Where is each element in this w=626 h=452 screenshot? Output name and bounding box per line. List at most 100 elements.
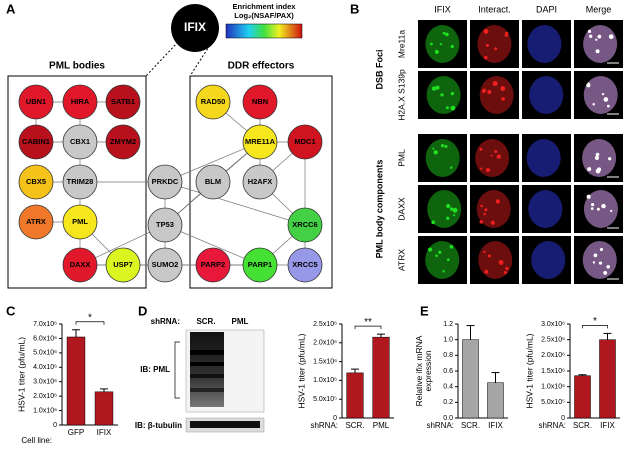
node-label: SUMO2 [152, 260, 179, 269]
y-tick-label: 1.2 [443, 321, 453, 328]
focus [484, 55, 488, 60]
focus [494, 149, 498, 154]
focus [500, 86, 506, 91]
focus [590, 203, 595, 207]
group-title: DDR effectors [228, 61, 295, 72]
focus [599, 247, 604, 252]
blot-band [190, 362, 224, 366]
y-tick-label: 1.0x10⁶ [313, 377, 337, 384]
row-label: ATRX [396, 249, 406, 271]
focus [496, 154, 501, 159]
focus [596, 207, 600, 211]
focus [431, 220, 436, 225]
y-tick-label: 2.0x10⁶ [313, 340, 337, 347]
node [195, 84, 231, 120]
panel-letter: D [138, 303, 147, 318]
cell [583, 25, 618, 63]
node [105, 124, 141, 160]
focus [483, 28, 489, 34]
blot-band [190, 350, 224, 355]
focus [587, 29, 592, 33]
y-tick-label: 3.0x10⁶ [33, 379, 57, 386]
y-tick-label: 5.0x10⁵ [541, 399, 565, 406]
x-tick-label: SCR. [345, 421, 364, 430]
bar [574, 375, 591, 419]
column-header: IFIX [434, 4, 451, 14]
y-tick-label: 2.0x10⁶ [541, 352, 565, 359]
focus [439, 43, 443, 46]
node-label: HIRA [71, 97, 90, 106]
bar [346, 372, 364, 419]
node [62, 84, 98, 120]
focus [449, 207, 454, 211]
node-label: H2AFX [248, 177, 273, 186]
cell [528, 190, 563, 228]
y-axis-label: expression [423, 350, 433, 391]
row-label: PML [396, 149, 406, 167]
image [470, 134, 519, 182]
node [287, 207, 323, 243]
focus [453, 214, 456, 217]
x-tick-label: GFP [68, 428, 84, 437]
node [18, 164, 54, 200]
node [105, 247, 141, 283]
node-label: CBX5 [26, 177, 46, 186]
blot-row-label: IB: PML [140, 365, 170, 374]
focus [450, 91, 455, 96]
focus [444, 144, 448, 149]
cell [477, 25, 512, 63]
cell [478, 241, 513, 279]
focus [487, 254, 491, 258]
focus [434, 49, 439, 54]
focus [435, 85, 440, 90]
colorbar-title: Enrichment index [233, 2, 297, 11]
cell [583, 190, 618, 228]
x-prefix: shRNA: [426, 421, 454, 430]
focus [595, 152, 600, 157]
y-tick-label: 0.4 [443, 384, 453, 391]
image [470, 185, 519, 233]
node-label: RAD50 [201, 97, 226, 106]
group-box [189, 75, 333, 289]
focus [610, 209, 613, 213]
y-tick-label: 2.5x10⁶ [541, 337, 565, 344]
node [287, 124, 323, 160]
network: UBN1 HIRA SATB1 CABIN1 CBX1 ZMYM2 CBX5 TRIM28 AT… [18, 84, 323, 283]
y-tick-label: 1.0 [443, 337, 453, 344]
image [470, 71, 519, 119]
focus [452, 207, 458, 213]
focus [427, 247, 433, 252]
significance: * [88, 312, 92, 323]
focus [594, 155, 599, 160]
node-label: PARP1 [248, 260, 272, 269]
y-tick-label: 0 [333, 415, 337, 422]
significance-bracket [582, 325, 608, 329]
node-label: XRCC5 [292, 260, 317, 269]
focus [442, 31, 446, 35]
row-label: H2A.X S139p [396, 69, 406, 121]
focus [598, 261, 603, 265]
y-tick-label: 5.0x10⁵ [313, 396, 337, 403]
y-tick-label: 0.8 [443, 352, 453, 359]
focus [593, 253, 598, 258]
y-tick-label: 0 [53, 422, 57, 429]
lane-label: PML [232, 317, 249, 326]
node-label: USP7 [113, 260, 133, 269]
focus [484, 269, 489, 274]
focus [445, 106, 449, 110]
center-node [171, 4, 219, 52]
image [522, 20, 571, 68]
node [147, 164, 183, 200]
blot-band [190, 388, 224, 392]
cell [582, 139, 617, 177]
y-tick-label: 7.0x10⁶ [33, 321, 57, 328]
bar [94, 391, 114, 426]
node [242, 164, 278, 200]
focus [483, 250, 486, 254]
colorbar [225, 23, 303, 39]
cell [529, 76, 564, 114]
focus [586, 83, 591, 88]
focus [479, 147, 483, 151]
blot-row-label: IB: β-tubulin [135, 421, 182, 430]
node-label: PRKDC [152, 177, 179, 186]
